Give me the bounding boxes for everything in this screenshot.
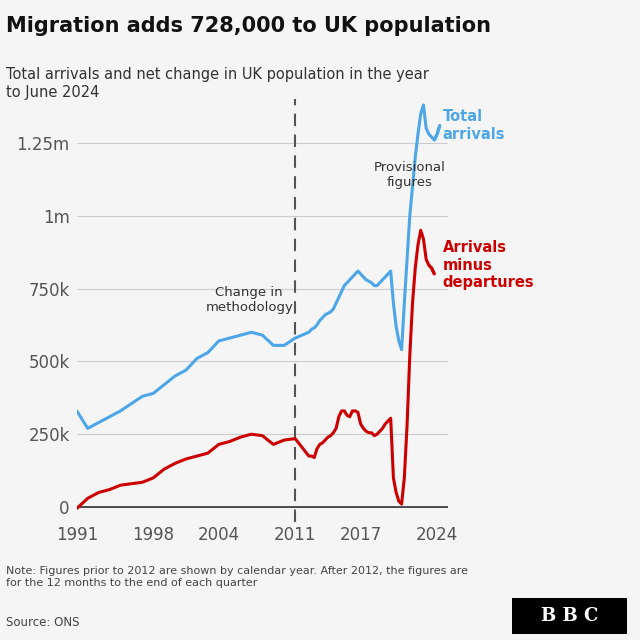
Text: Note: Figures prior to 2012 are shown by calendar year. After 2012, the figures : Note: Figures prior to 2012 are shown by… <box>6 566 468 588</box>
Text: Change in
methodology: Change in methodology <box>205 286 293 314</box>
Text: Total
arrivals: Total arrivals <box>442 109 505 141</box>
Text: Total arrivals and net change in UK population in the year
to June 2024: Total arrivals and net change in UK popu… <box>6 67 429 100</box>
Text: Arrivals
minus
departures: Arrivals minus departures <box>442 241 534 290</box>
Text: B B C: B B C <box>541 607 598 625</box>
Text: Provisional
figures: Provisional figures <box>374 161 445 189</box>
Text: Source: ONS: Source: ONS <box>6 616 80 628</box>
Text: Migration adds 728,000 to UK population: Migration adds 728,000 to UK population <box>6 16 492 36</box>
